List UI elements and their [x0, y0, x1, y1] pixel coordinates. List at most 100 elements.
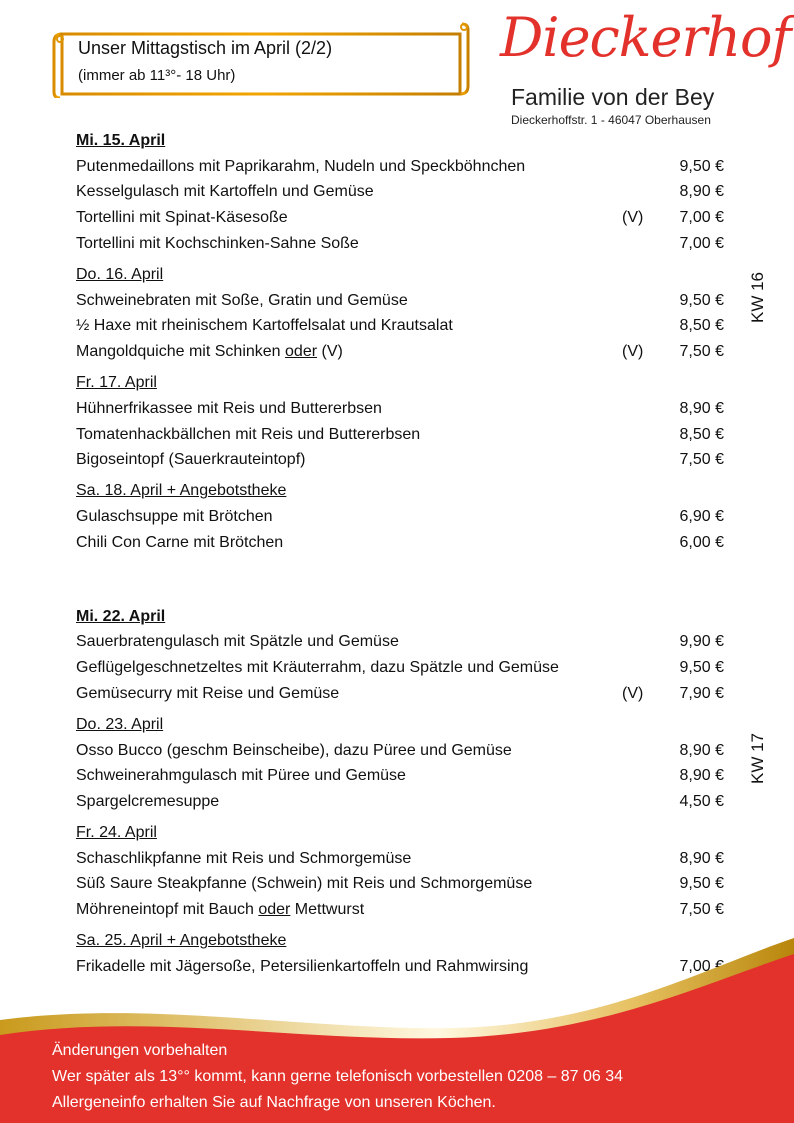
- menu-item: Schaschlikpfanne mit Reis und Schmorgemü…: [76, 846, 724, 872]
- dish-name: Frikadelle mit Jägersoße, Petersilienkar…: [76, 958, 528, 975]
- dish-name: Gulaschsuppe mit Brötchen: [76, 508, 273, 525]
- dish-name: Schweinerahmgulasch mit Püree und Gemüse: [76, 767, 406, 784]
- dish-name: Möhreneintopf mit Bauch oder Mettwurst: [76, 901, 364, 918]
- menu-item: Tortellini mit Kochschinken-Sahne Soße 7,…: [76, 231, 724, 257]
- menu-item: Geflügelgeschnetzeltes mit Kräuterrahm, …: [76, 655, 724, 681]
- dish-price: 9,50 €: [679, 658, 724, 676]
- day-title: Mi. 22. April: [76, 607, 166, 625]
- dish-price: 8,90 €: [679, 183, 724, 201]
- title-scroll-banner: [50, 20, 472, 98]
- dish-name-part: Tortellini mit Kochschinken-Sahne Soße: [76, 234, 359, 252]
- dish-name-emphasis: oder: [258, 901, 291, 919]
- dish-name-part: Chili Con Carne mit Brötchen: [76, 533, 284, 551]
- dish-price: 7,50 €: [679, 901, 724, 919]
- dish-name: Osso Bucco (geschm Beinscheibe), dazu Pü…: [76, 742, 512, 759]
- day-title: Sa. 25. April + Angebotstheke: [76, 932, 287, 950]
- menu-item: Tortellini mit Spinat-Käsesoße (V) 7,00 €: [76, 205, 724, 231]
- week-block: Mi. 15. April Putenmedaillons mit Paprika…: [76, 128, 767, 556]
- day-title: Fr. 17. April: [76, 374, 157, 392]
- menu-item: Putenmedaillons mit Paprikarahm, Nudeln …: [76, 154, 724, 180]
- menu-item: Sauerbratengulasch mit Spätzle und Gemüs…: [76, 629, 724, 655]
- dish-name: Bigoseintopf (Sauerkrauteintopf): [76, 451, 305, 468]
- dish-name-part: Frikadelle mit Jägersoße, Petersilienkar…: [76, 958, 529, 976]
- dish-price: 6,90 €: [679, 508, 724, 526]
- dish-name-part: Möhreneintopf mit Bauch: [76, 901, 259, 919]
- dish-name: Schweinebraten mit Soße, Gratin und Gemü…: [76, 292, 408, 309]
- footer-note-phone: Wer später als 13°° kommt, kann gerne te…: [52, 1068, 624, 1085]
- dish-name-part: Putenmedaillons mit Paprikarahm, Nudeln …: [76, 157, 526, 175]
- menu-item: ½ Haxe mit rheinischem Kartoffelsalat un…: [76, 313, 724, 339]
- vegetarian-marker: (V): [622, 209, 644, 227]
- dish-price: 8,50 €: [679, 425, 724, 443]
- footer-note-allergens: Allergeneinfo erhalten Sie auf Nachfrage…: [52, 1094, 496, 1111]
- dish-name-part: ½ Haxe mit rheinischem Kartoffelsalat un…: [76, 317, 453, 335]
- scroll-frame-icon: [52, 22, 470, 98]
- day-section: Fr. 24. April Schaschlikpfanne mit Reis u…: [76, 820, 724, 923]
- dish-name-part: Bigoseintopf (Sauerkrauteintopf): [76, 451, 306, 469]
- dish-name: Sauerbratengulasch mit Spätzle und Gemüs…: [76, 633, 399, 650]
- dish-price: 8,90 €: [679, 741, 724, 759]
- brand-address: Dieckerhoffstr. 1 - 46047 Oberhausen: [511, 113, 711, 127]
- dish-name-emphasis: oder: [285, 343, 318, 361]
- dish-name-part: Spargelcremesuppe: [76, 792, 220, 810]
- dish-price: 9,90 €: [679, 633, 724, 651]
- day-section: Fr. 17. April Hühnerfrikassee mit Reis un…: [76, 370, 724, 473]
- dish-price: 8,90 €: [679, 767, 724, 785]
- week-number-label: KW 16: [748, 271, 767, 323]
- menu-item: Spargelcremesuppe 4,50 €: [76, 789, 724, 815]
- day-section: Sa. 18. April + Angebotstheke Gulaschsupp…: [76, 478, 724, 555]
- dish-name-part: Geflügelgeschnetzeltes mit Kräuterrahm, …: [76, 658, 559, 676]
- dish-name: Chili Con Carne mit Brötchen: [76, 534, 283, 551]
- day-title: Do. 23. April: [76, 715, 164, 733]
- day-section: Do. 23. April Osso Bucco (geschm Beinsche…: [76, 712, 724, 815]
- dish-name: Schaschlikpfanne mit Reis und Schmorgemü…: [76, 850, 411, 867]
- dish-name-part: Hühnerfrikassee mit Reis und Buttererbse…: [76, 399, 382, 417]
- dish-name-part: (V): [317, 343, 343, 361]
- menu-item: Bigoseintopf (Sauerkrauteintopf) 7,50 €: [76, 447, 724, 473]
- footer-wave-background: [0, 938, 794, 1123]
- dish-price: 7,00 €: [679, 234, 724, 252]
- dish-name-part: Tortellini mit Spinat-Käsesoße: [76, 209, 288, 227]
- day-title: Mi. 15. April: [76, 132, 166, 149]
- dish-name: Hühnerfrikassee mit Reis und Buttererbse…: [76, 400, 382, 417]
- week-number-label: KW 17: [748, 732, 767, 784]
- day-title: Fr. 24. April: [76, 824, 157, 842]
- menu-item: Möhreneintopf mit Bauch oder Mettwurst 7,…: [76, 897, 724, 923]
- dish-name: Süß Saure Steakpfanne (Schwein) mit Reis…: [76, 875, 532, 892]
- vegetarian-marker: (V): [622, 343, 644, 361]
- menu-item: Tomatenhackbällchen mit Reis und Buttere…: [76, 422, 724, 448]
- dish-price: 4,50 €: [679, 792, 724, 810]
- dish-name: ½ Haxe mit rheinischem Kartoffelsalat un…: [76, 317, 453, 334]
- dish-price: 8,90 €: [679, 849, 724, 867]
- footer-note-changes: Änderungen vorbehalten: [52, 1042, 228, 1059]
- dish-name-part: Tomatenhackbällchen mit Reis und Buttere…: [76, 425, 421, 443]
- brand-family: Familie von der Bey: [511, 84, 715, 110]
- dish-price: 7,00 €: [679, 209, 724, 227]
- menu-item: Schweinerahmgulasch mit Püree und Gemüse…: [76, 763, 724, 789]
- menu-item: Mangoldquiche mit Schinken oder (V) (V) 7,…: [76, 339, 724, 365]
- dish-price: 9,50 €: [679, 157, 724, 175]
- dish-price: 9,50 €: [679, 875, 724, 893]
- menu-item: Osso Bucco (geschm Beinscheibe), dazu Pü…: [76, 738, 724, 764]
- dish-name-part: Mangoldquiche mit Schinken: [76, 343, 286, 361]
- dish-name-part: Schaschlikpfanne mit Reis und Schmorgemü…: [76, 849, 412, 867]
- brand-logo: Dieckerhof: [500, 6, 792, 69]
- dish-name-part: Schweinebraten mit Soße, Gratin und Gemü…: [76, 291, 408, 309]
- dish-name-part: Gemüsecurry mit Reise und Gemüse: [76, 684, 340, 702]
- day-section: Do. 16. April Schweinebraten mit Soße, Gr…: [76, 262, 724, 365]
- week-block: Mi. 22. April Sauerbratengulasch mit Spät…: [76, 604, 767, 980]
- menu-item: Gemüsecurry mit Reise und Gemüse (V) 7,90 …: [76, 681, 724, 707]
- dish-name: Tomatenhackbällchen mit Reis und Buttere…: [76, 426, 420, 443]
- dish-price: 7,50 €: [679, 343, 724, 361]
- vegetarian-marker: (V): [622, 684, 644, 702]
- dish-price: 9,50 €: [679, 291, 724, 309]
- menu-item: Schweinebraten mit Soße, Gratin und Gemü…: [76, 288, 724, 314]
- menu-item: Kesselgulasch mit Kartoffeln und Gemüse 8…: [76, 179, 724, 205]
- dish-name: Kesselgulasch mit Kartoffeln und Gemüse: [76, 183, 374, 200]
- dish-name-part: Schweinerahmgulasch mit Püree und Gemüse: [76, 767, 406, 785]
- dish-name: Tortellini mit Kochschinken-Sahne Soße: [76, 235, 359, 252]
- dish-price: 8,90 €: [679, 399, 724, 417]
- dish-name-part: Kesselgulasch mit Kartoffeln und Gemüse: [76, 183, 374, 201]
- dish-name-part: Osso Bucco (geschm Beinscheibe), dazu Pü…: [76, 741, 512, 759]
- menu-item: Süß Saure Steakpfanne (Schwein) mit Reis…: [76, 871, 724, 897]
